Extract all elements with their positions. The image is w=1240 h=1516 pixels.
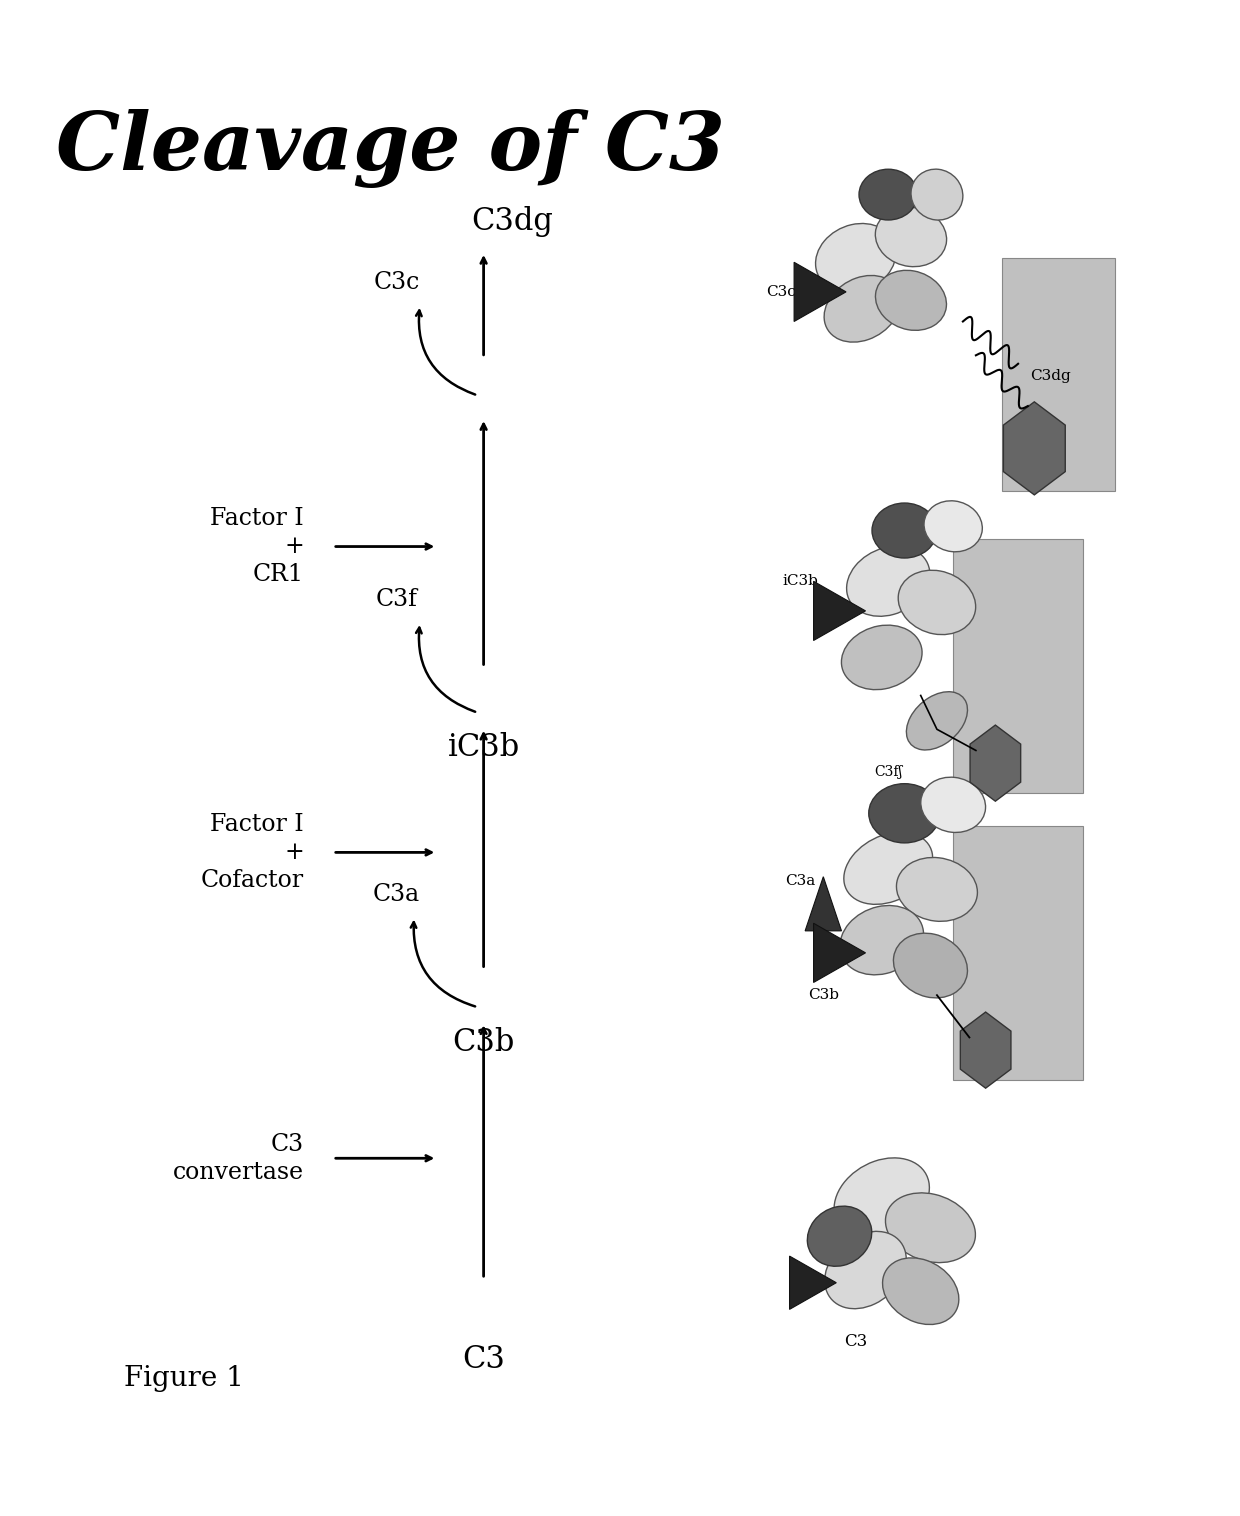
Text: C3dg: C3dg	[1030, 370, 1071, 384]
Polygon shape	[813, 581, 866, 640]
Ellipse shape	[885, 1193, 976, 1263]
FancyBboxPatch shape	[954, 826, 1083, 1079]
Text: Factor I
+
CR1: Factor I + CR1	[211, 506, 304, 587]
Polygon shape	[960, 1013, 1011, 1088]
Ellipse shape	[816, 223, 897, 293]
Text: C3f: C3f	[376, 588, 418, 611]
Polygon shape	[805, 876, 842, 931]
Text: C3c: C3c	[766, 285, 796, 299]
FancyBboxPatch shape	[954, 540, 1083, 793]
Text: Cleavage of C3: Cleavage of C3	[56, 109, 725, 188]
Ellipse shape	[911, 170, 963, 220]
Ellipse shape	[807, 1207, 872, 1266]
Ellipse shape	[847, 546, 930, 617]
Polygon shape	[790, 1257, 836, 1310]
Ellipse shape	[898, 570, 976, 635]
FancyBboxPatch shape	[1002, 258, 1116, 491]
Ellipse shape	[825, 276, 900, 343]
Ellipse shape	[872, 503, 937, 558]
Text: C3: C3	[844, 1334, 868, 1351]
Text: C3b: C3b	[453, 1026, 515, 1058]
Ellipse shape	[842, 625, 923, 690]
Ellipse shape	[859, 170, 918, 220]
Ellipse shape	[906, 691, 967, 750]
Ellipse shape	[835, 1158, 930, 1239]
Ellipse shape	[921, 778, 986, 832]
Ellipse shape	[825, 1231, 906, 1308]
Text: C3dg: C3dg	[471, 206, 553, 236]
Text: iC3b: iC3b	[782, 575, 818, 588]
Ellipse shape	[844, 832, 932, 905]
Text: iC3b: iC3b	[448, 732, 520, 764]
Ellipse shape	[839, 905, 924, 975]
Ellipse shape	[894, 934, 967, 998]
Polygon shape	[1003, 402, 1065, 494]
Ellipse shape	[924, 500, 982, 552]
Text: C3: C3	[463, 1345, 505, 1375]
Text: C3b: C3b	[807, 988, 838, 1002]
Polygon shape	[813, 923, 866, 982]
Ellipse shape	[869, 784, 940, 843]
Polygon shape	[794, 262, 846, 321]
Text: Factor I
+
Cofactor: Factor I + Cofactor	[201, 813, 304, 893]
Ellipse shape	[875, 208, 946, 267]
Text: C3a: C3a	[785, 873, 816, 888]
Polygon shape	[970, 725, 1021, 800]
Ellipse shape	[875, 270, 946, 330]
Text: C3c: C3c	[373, 271, 420, 294]
Text: Figure 1: Figure 1	[124, 1366, 244, 1392]
Ellipse shape	[883, 1258, 959, 1325]
Text: C3
convertase: C3 convertase	[172, 1132, 304, 1184]
Ellipse shape	[897, 858, 977, 922]
Text: C3fʃ: C3fʃ	[874, 764, 903, 779]
Text: C3a: C3a	[373, 882, 420, 907]
